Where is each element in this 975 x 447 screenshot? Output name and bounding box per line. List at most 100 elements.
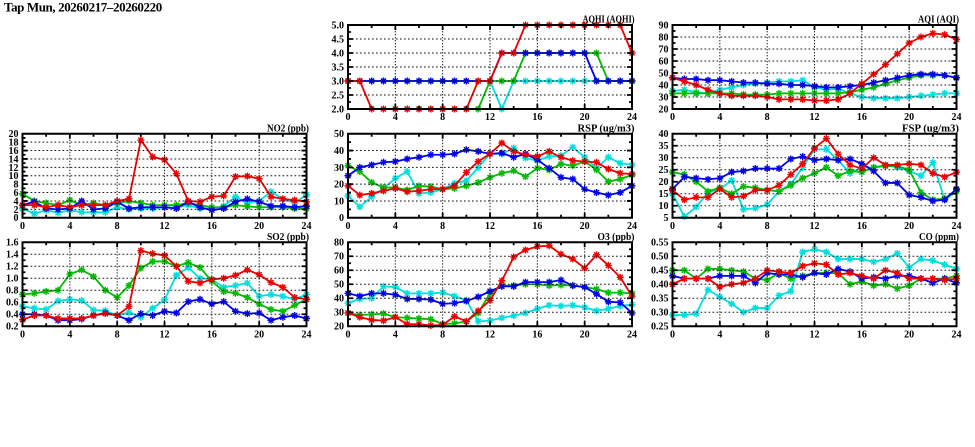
svg-text:0.40: 0.40: [651, 280, 669, 291]
svg-text:0.25: 0.25: [651, 322, 669, 333]
svg-text:40: 40: [659, 129, 669, 140]
svg-text:8: 8: [440, 221, 445, 232]
svg-text:20: 20: [9, 129, 19, 140]
svg-text:10: 10: [9, 171, 19, 182]
svg-text:12: 12: [810, 329, 820, 340]
svg-text:0.45: 0.45: [651, 266, 669, 277]
svg-text:30: 30: [659, 92, 669, 103]
svg-text:0.6: 0.6: [6, 298, 19, 309]
svg-text:70: 70: [659, 44, 669, 55]
svg-text:RSP (ug/m3): RSP (ug/m3): [578, 123, 635, 134]
svg-text:16: 16: [857, 329, 867, 340]
svg-text:Tap Mun, 20260217–20260220: Tap Mun, 20260217–20260220: [4, 0, 162, 15]
svg-text:4: 4: [67, 221, 72, 232]
svg-text:40: 40: [659, 80, 669, 91]
svg-text:SO2 (ppb): SO2 (ppb): [267, 232, 309, 243]
svg-text:20: 20: [334, 322, 344, 333]
svg-text:1.0: 1.0: [6, 274, 19, 285]
svg-text:50: 50: [334, 280, 344, 291]
svg-text:6: 6: [14, 188, 19, 199]
svg-text:16: 16: [532, 221, 542, 232]
svg-text:24: 24: [627, 329, 637, 340]
svg-text:12: 12: [9, 163, 19, 174]
svg-text:20: 20: [580, 221, 590, 232]
svg-text:8: 8: [440, 112, 445, 123]
svg-text:5.0: 5.0: [332, 20, 345, 31]
svg-text:20: 20: [659, 104, 669, 115]
svg-text:10: 10: [334, 196, 344, 207]
svg-text:40: 40: [334, 146, 344, 157]
svg-text:14: 14: [9, 154, 19, 165]
svg-text:25: 25: [659, 165, 669, 176]
svg-text:60: 60: [334, 266, 344, 277]
svg-text:30: 30: [334, 163, 344, 174]
svg-text:4: 4: [717, 112, 722, 123]
svg-text:0: 0: [339, 213, 344, 224]
svg-text:1.2: 1.2: [6, 262, 19, 273]
svg-text:2.5: 2.5: [332, 90, 345, 101]
svg-text:16: 16: [207, 329, 217, 340]
svg-text:3.5: 3.5: [332, 62, 345, 73]
svg-text:4: 4: [67, 329, 72, 340]
svg-text:0: 0: [670, 329, 675, 340]
svg-text:0.55: 0.55: [651, 238, 669, 249]
svg-text:4.0: 4.0: [332, 48, 345, 59]
svg-text:90: 90: [659, 20, 669, 31]
svg-text:24: 24: [952, 329, 962, 340]
svg-text:0.35: 0.35: [651, 294, 669, 305]
svg-text:8: 8: [440, 329, 445, 340]
svg-text:16: 16: [532, 112, 542, 123]
svg-text:12: 12: [160, 329, 170, 340]
svg-text:24: 24: [627, 112, 637, 123]
svg-text:35: 35: [659, 141, 669, 152]
svg-text:NO2 (ppb): NO2 (ppb): [267, 123, 309, 134]
svg-text:4: 4: [393, 329, 398, 340]
svg-text:8: 8: [765, 329, 770, 340]
svg-text:0.8: 0.8: [6, 286, 19, 297]
svg-text:70: 70: [334, 252, 344, 263]
svg-text:20: 20: [334, 180, 344, 191]
svg-text:8: 8: [14, 180, 19, 191]
svg-text:0: 0: [346, 329, 351, 340]
svg-text:16: 16: [9, 146, 19, 157]
svg-text:60: 60: [659, 56, 669, 67]
svg-text:FSP (ug/m3): FSP (ug/m3): [902, 123, 959, 134]
svg-text:0: 0: [346, 221, 351, 232]
svg-text:24: 24: [627, 221, 637, 232]
svg-text:12: 12: [810, 221, 820, 232]
svg-text:50: 50: [334, 129, 344, 140]
svg-text:12: 12: [810, 112, 820, 123]
svg-text:80: 80: [659, 32, 669, 43]
svg-text:16: 16: [532, 329, 542, 340]
svg-text:12: 12: [485, 221, 495, 232]
svg-text:8: 8: [765, 112, 770, 123]
svg-text:15: 15: [659, 189, 669, 200]
svg-text:40: 40: [334, 294, 344, 305]
svg-text:12: 12: [485, 329, 495, 340]
svg-text:1.6: 1.6: [6, 238, 19, 249]
svg-text:0.30: 0.30: [651, 308, 669, 319]
svg-text:4: 4: [14, 196, 19, 207]
svg-text:AQI (AQI): AQI (AQI): [918, 15, 959, 26]
svg-text:24: 24: [952, 221, 962, 232]
svg-text:0: 0: [670, 112, 675, 123]
svg-text:0: 0: [20, 221, 25, 232]
svg-text:4.5: 4.5: [332, 34, 345, 45]
svg-text:10: 10: [659, 201, 669, 212]
svg-text:0.50: 0.50: [651, 252, 669, 263]
svg-text:20: 20: [580, 112, 590, 123]
svg-text:5: 5: [664, 213, 669, 224]
svg-text:0: 0: [670, 221, 675, 232]
svg-text:CO (ppm): CO (ppm): [919, 232, 959, 243]
svg-text:24: 24: [302, 221, 312, 232]
svg-text:0: 0: [14, 213, 19, 224]
svg-text:16: 16: [857, 221, 867, 232]
svg-text:2.0: 2.0: [332, 104, 345, 115]
svg-text:0.2: 0.2: [6, 322, 19, 333]
svg-text:30: 30: [334, 308, 344, 319]
svg-text:8: 8: [115, 221, 120, 232]
svg-text:20: 20: [659, 177, 669, 188]
svg-text:16: 16: [857, 112, 867, 123]
svg-text:0: 0: [346, 112, 351, 123]
svg-text:30: 30: [659, 153, 669, 164]
